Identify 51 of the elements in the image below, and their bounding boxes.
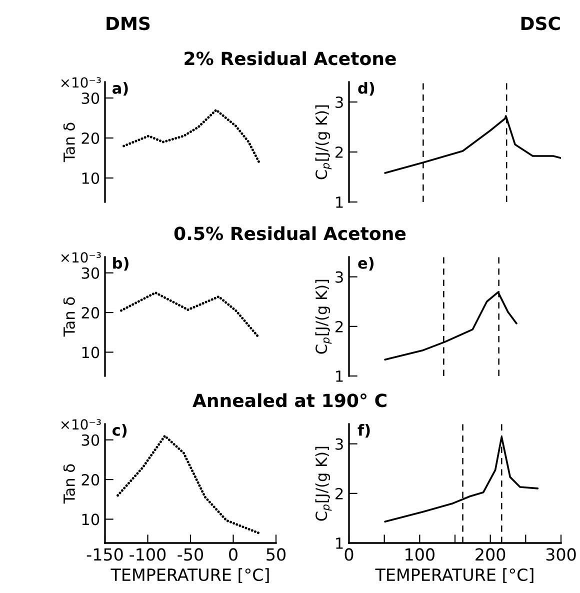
annotation: e) bbox=[358, 257, 374, 271]
annotation: b) bbox=[113, 257, 128, 271]
chart-subtitle: DMS bbox=[106, 16, 150, 30]
y-axis-title: Tan δ bbox=[63, 464, 75, 504]
x-tick-label: 50 bbox=[266, 548, 286, 561]
y-axis-title: C$_{p}$[J/(g K)] bbox=[315, 280, 332, 354]
chart-title: Annealed at 190° C bbox=[192, 393, 386, 408]
y-axis-title: C$_{p}$[J/(g K)] bbox=[315, 105, 332, 180]
y-tick-label: 20 bbox=[82, 307, 100, 319]
y-tick-label: 3 bbox=[336, 438, 343, 450]
y-tick-label: 10 bbox=[82, 514, 100, 526]
text: ×10⁻³ bbox=[61, 252, 101, 263]
y-tick-label: 2 bbox=[336, 488, 343, 500]
text: ×10⁻³ bbox=[61, 419, 101, 430]
y-tick-label: 3 bbox=[336, 96, 343, 108]
annotation: c) bbox=[112, 424, 127, 438]
y-tick-label: 1 bbox=[336, 196, 343, 208]
y-tick-label: 10 bbox=[82, 172, 100, 184]
x-tick-label: 100 bbox=[406, 548, 434, 561]
x-tick-label: -150 bbox=[86, 548, 123, 561]
y-axis-title: Tan δ bbox=[63, 122, 75, 162]
x-tick-label: -50 bbox=[178, 548, 204, 561]
y-tick-label: 20 bbox=[82, 132, 100, 144]
x-tick-label: 0 bbox=[229, 548, 238, 561]
y-tick-label: 20 bbox=[82, 474, 100, 486]
annotation: f) bbox=[358, 424, 370, 438]
x-axis-title: TEMPERATURE [°C] bbox=[110, 568, 269, 584]
chart-title: 0.5% Residual Acetone bbox=[174, 226, 406, 240]
y-axis-title: Tan δ bbox=[63, 297, 75, 337]
chart-subtitle: DSC bbox=[521, 16, 560, 30]
line-series bbox=[120, 291, 260, 339]
chart-title: 2% Residual Acetone bbox=[184, 51, 396, 66]
y-tick-label: 1 bbox=[336, 538, 343, 549]
x-tick-label: 200 bbox=[476, 548, 506, 561]
y-tick-label: 30 bbox=[82, 267, 100, 279]
x-tick-label: 0 bbox=[344, 548, 354, 561]
y-tick-label: 3 bbox=[336, 271, 343, 283]
annotation: d) bbox=[358, 82, 374, 96]
x-tick-label: -100 bbox=[130, 548, 166, 561]
text: ×10⁻³ bbox=[61, 77, 101, 88]
y-tick-label: 30 bbox=[82, 434, 100, 446]
y-tick-label: 1 bbox=[336, 370, 343, 382]
line-series bbox=[122, 108, 260, 164]
y-tick-label: 30 bbox=[82, 92, 100, 104]
y-tick-label: 2 bbox=[336, 320, 343, 332]
x-tick-label: 300 bbox=[546, 548, 576, 561]
y-tick-label: 10 bbox=[82, 346, 100, 358]
y-tick-label: 2 bbox=[336, 146, 343, 158]
annotation: a) bbox=[112, 82, 128, 96]
y-axis-title: C$_{p}$[J/(g K)] bbox=[315, 446, 332, 521]
x-axis-title: TEMPERATURE [°C] bbox=[375, 568, 534, 584]
